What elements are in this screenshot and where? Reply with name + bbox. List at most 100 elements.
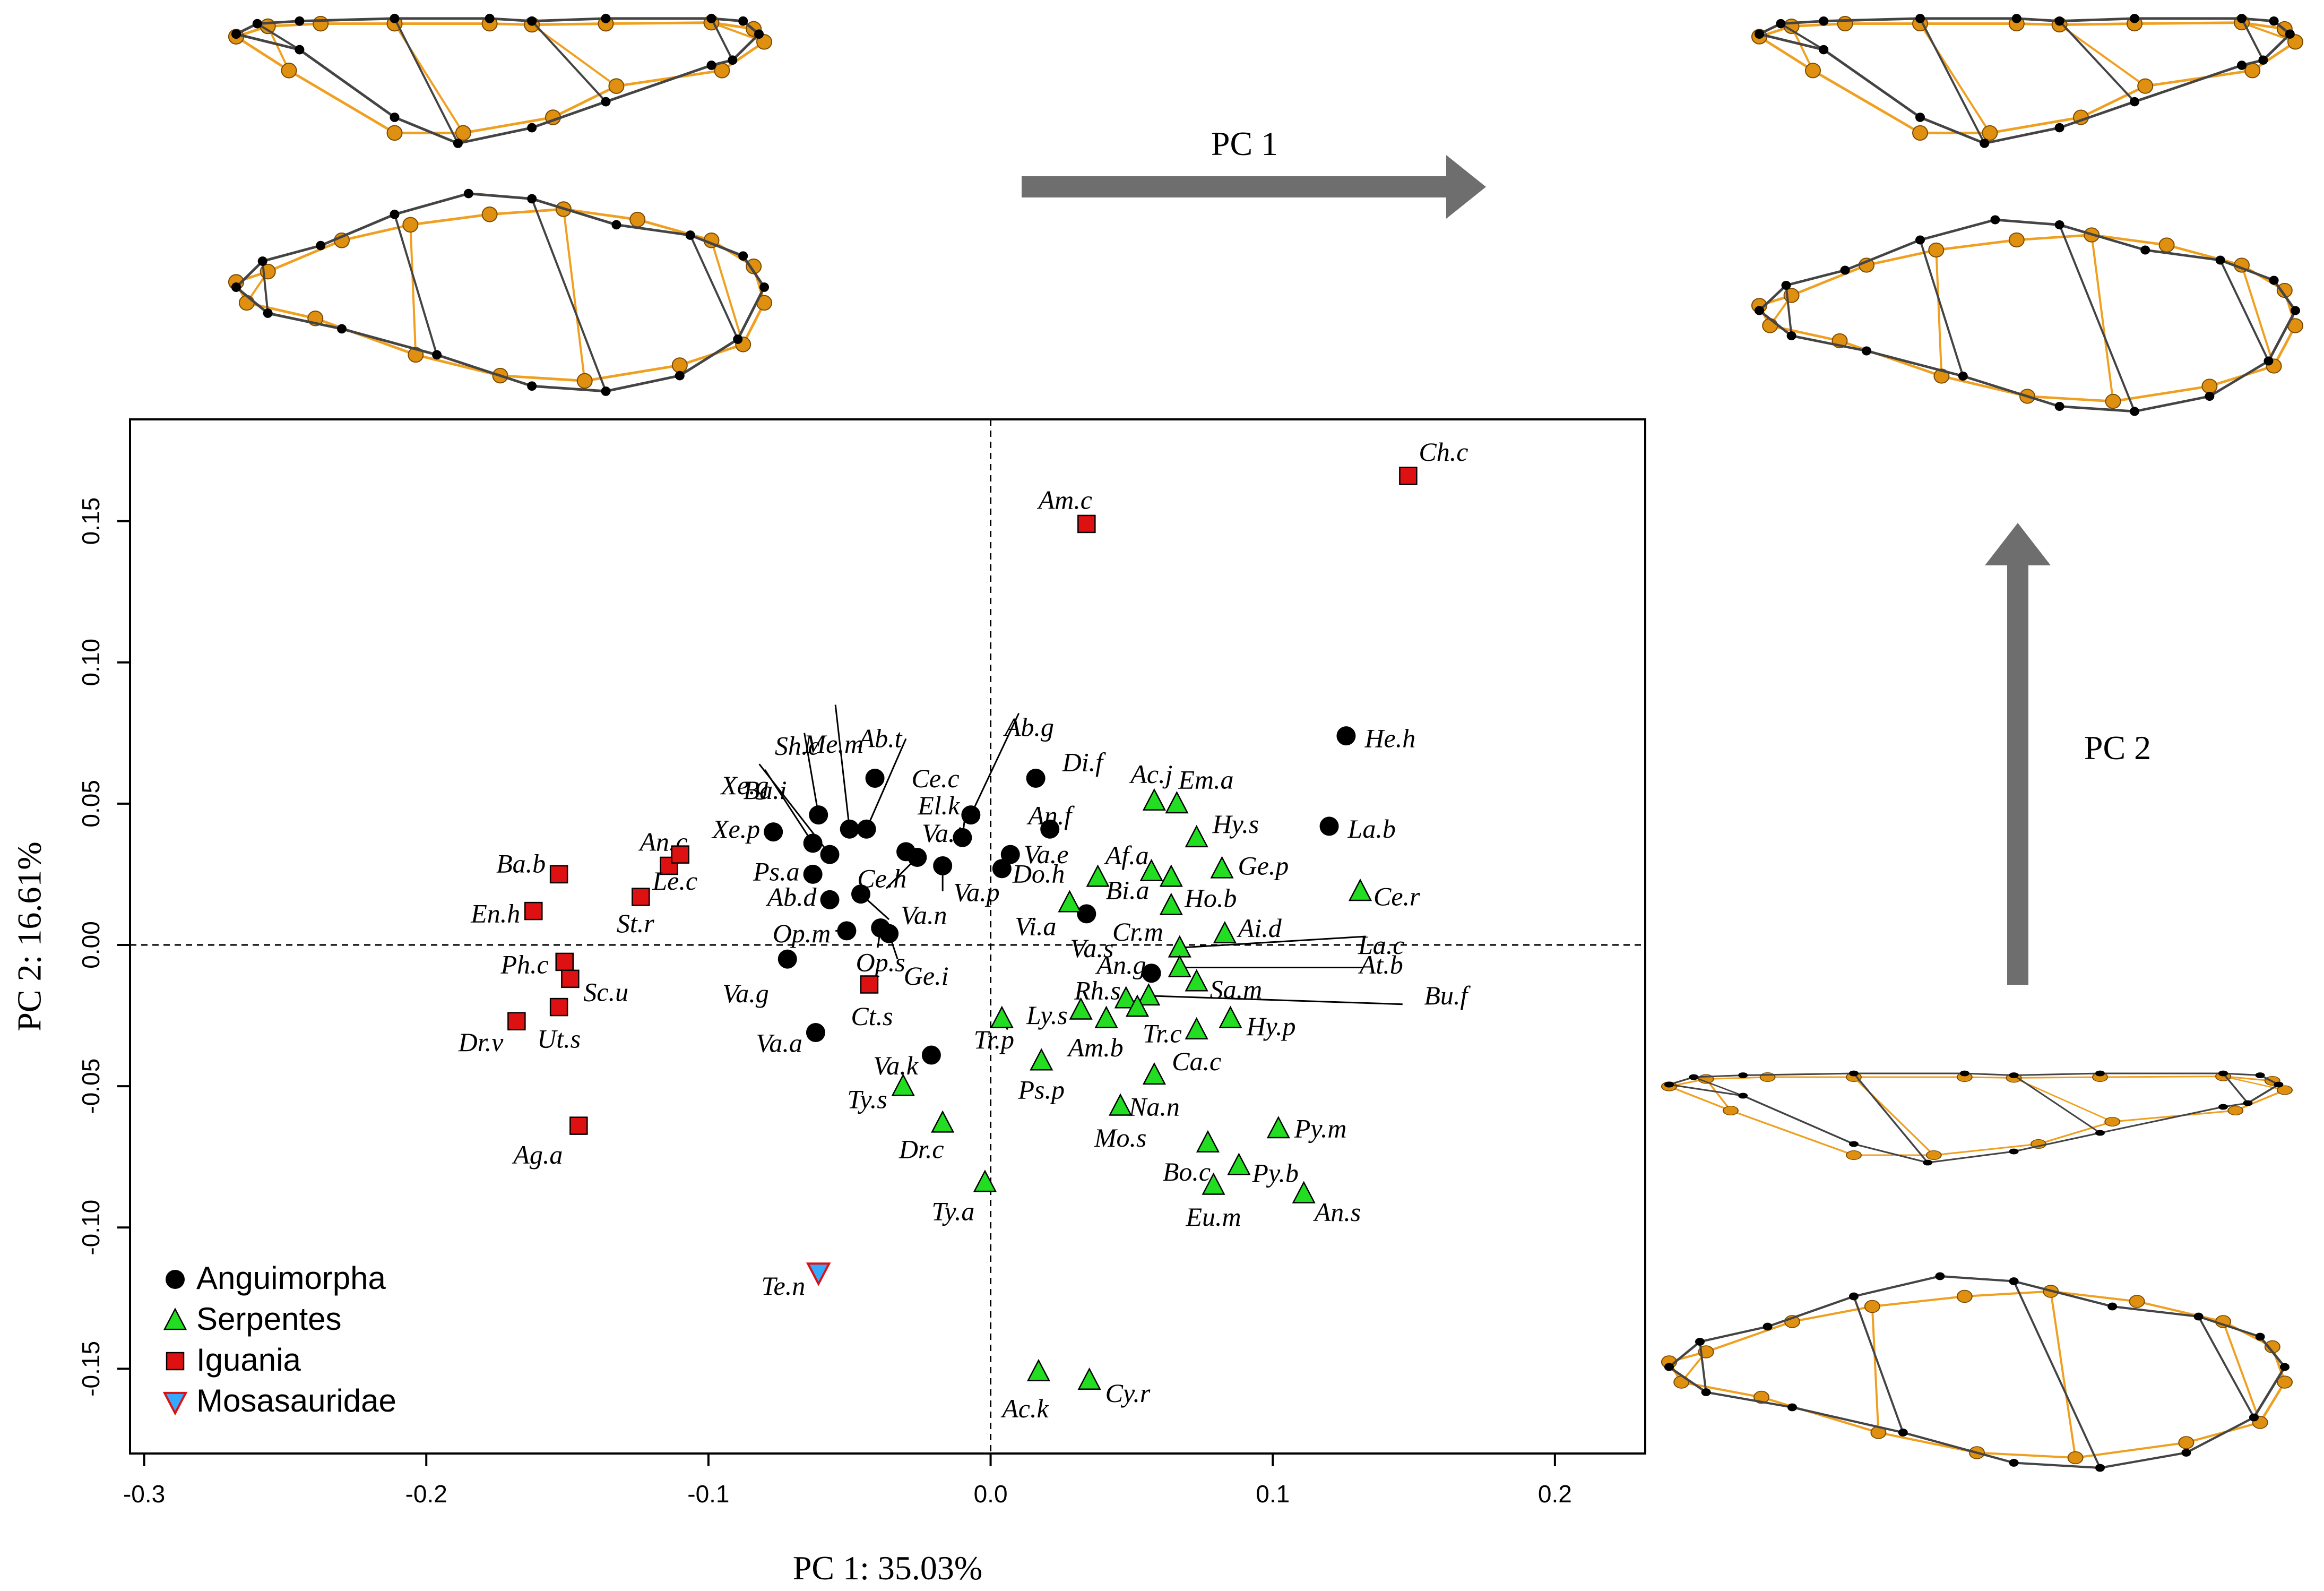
data-point xyxy=(1292,1181,1316,1203)
y-tick-label: 0.05 xyxy=(77,780,105,828)
wire-landmark xyxy=(2237,61,2247,70)
data-point xyxy=(840,819,859,839)
leader-line xyxy=(834,704,851,829)
legend-label: Iguania xyxy=(196,1342,301,1378)
wire-orange-strut xyxy=(1705,1078,1732,1111)
data-point-label: Ge.p xyxy=(1238,851,1289,881)
x-tick-label: -0.2 xyxy=(405,1480,447,1508)
pc2-arrow-shaft xyxy=(2007,563,2028,985)
data-point xyxy=(1202,1172,1225,1195)
data-point-label: La.b xyxy=(1347,814,1396,844)
wire-black-strut xyxy=(1693,1076,1744,1097)
data-point xyxy=(1000,845,1020,864)
series-anguimorpha: Me.mSh.c Ab.tCe.cAb.gXe.gBa.iXe.p Va.tEl.k… xyxy=(711,712,1415,1080)
data-point xyxy=(803,864,823,884)
data-point-label: Bo.c xyxy=(1163,1157,1211,1186)
wire-landmark xyxy=(527,16,537,26)
wire-landmark xyxy=(390,209,400,219)
wire-black-strut xyxy=(2241,18,2265,61)
wire-landmark xyxy=(2215,255,2225,265)
data-point-label: At.b xyxy=(1358,950,1403,979)
wire-black-strut xyxy=(261,261,269,314)
data-point-label: Py.b xyxy=(1251,1158,1298,1188)
data-point xyxy=(777,949,797,969)
data-point xyxy=(1077,1367,1101,1390)
data-point xyxy=(879,924,899,943)
data-point xyxy=(1142,788,1166,811)
data-point xyxy=(1058,890,1082,913)
data-point-label: La.c xyxy=(1358,930,1405,960)
wire-black-strut xyxy=(2219,260,2270,362)
wire-landmark xyxy=(2054,402,2064,411)
wire-orange-outline xyxy=(1758,21,2297,134)
wire-landmark xyxy=(1722,1105,1739,1116)
data-point xyxy=(820,890,840,909)
data-point-label: Ty.a xyxy=(931,1197,974,1226)
pc1-arrow-shaft xyxy=(1022,176,1449,197)
wire-landmark xyxy=(1819,45,1829,55)
data-point xyxy=(1142,964,1161,983)
y-tick-label: 0.00 xyxy=(77,921,105,969)
data-point-label: Sa.m xyxy=(1210,975,1263,1004)
legend-marker xyxy=(163,1308,187,1330)
data-point-label: Te.n xyxy=(761,1271,805,1301)
wire-landmark xyxy=(2244,63,2261,79)
data-point-label: Am.c xyxy=(1037,485,1092,514)
data-point xyxy=(973,1169,997,1192)
wire-black-strut xyxy=(531,198,607,392)
wire-black-strut xyxy=(689,235,739,340)
data-point xyxy=(1159,892,1183,915)
wire-orange-strut xyxy=(1790,25,1814,71)
wire-landmark xyxy=(2104,1116,2121,1127)
plot-area: -0.3 -0.2 -0.1 0.0 0.1 0.2 -0.15 -0.10 -0.05 0.00… xyxy=(11,418,1646,1587)
wire-landmark xyxy=(2137,78,2154,94)
wire-landmark xyxy=(231,29,241,39)
wire-landmark xyxy=(1755,306,1764,315)
data-point-label: El.k xyxy=(917,790,960,820)
wire-landmark xyxy=(1958,372,1968,381)
data-point xyxy=(961,805,981,825)
x-tick-label: -0.3 xyxy=(123,1480,165,1508)
wire-landmark xyxy=(1819,16,1829,26)
data-point-label: Op.s xyxy=(856,948,905,977)
wire-landmark xyxy=(485,13,495,23)
data-point xyxy=(1185,824,1208,848)
wire-orange-strut xyxy=(710,240,745,345)
pc1-arrow-label: PC 1 xyxy=(1211,125,1278,162)
wire-landmark xyxy=(1786,331,1796,340)
wire-landmark xyxy=(2205,392,2215,401)
data-point xyxy=(1227,1153,1251,1175)
wire-landmark xyxy=(2105,393,2121,409)
data-point xyxy=(561,969,580,988)
wire-landmark xyxy=(1956,1289,1973,1303)
wire-landmark xyxy=(238,295,255,311)
wire-landmark xyxy=(2095,1070,2105,1077)
data-point xyxy=(632,888,650,906)
data-point xyxy=(1336,726,1356,746)
wire-landmark xyxy=(1982,125,1998,141)
data-point xyxy=(806,1262,831,1286)
leader-line xyxy=(764,769,814,844)
wire-landmark xyxy=(2227,1105,2244,1116)
wire-landmark xyxy=(2054,16,2064,26)
y-tick-label: 0.10 xyxy=(77,639,105,686)
wire-landmark xyxy=(1664,1081,1674,1088)
data-point xyxy=(1040,819,1060,839)
wire-landmark xyxy=(2263,356,2274,366)
wire-black-strut xyxy=(1919,239,1964,377)
wire-landmark xyxy=(1776,19,1786,29)
wire-landmark xyxy=(1763,1322,1773,1331)
data-point-label: Ty.s xyxy=(847,1085,887,1114)
wire-landmark xyxy=(706,61,716,70)
wire-landmark xyxy=(1849,1292,1859,1301)
wire-landmark xyxy=(2243,1100,2253,1106)
wire-landmark xyxy=(2009,1148,2019,1155)
wire-black-strut xyxy=(256,22,300,51)
data-point-label: Va.n xyxy=(901,900,947,930)
wire-landmark xyxy=(2280,1363,2290,1371)
wire-landmark xyxy=(2193,1312,2204,1321)
data-point xyxy=(860,975,879,994)
wire-black-strut xyxy=(531,20,607,102)
legend-marker xyxy=(166,1352,185,1371)
wire-black-strut xyxy=(393,214,438,355)
